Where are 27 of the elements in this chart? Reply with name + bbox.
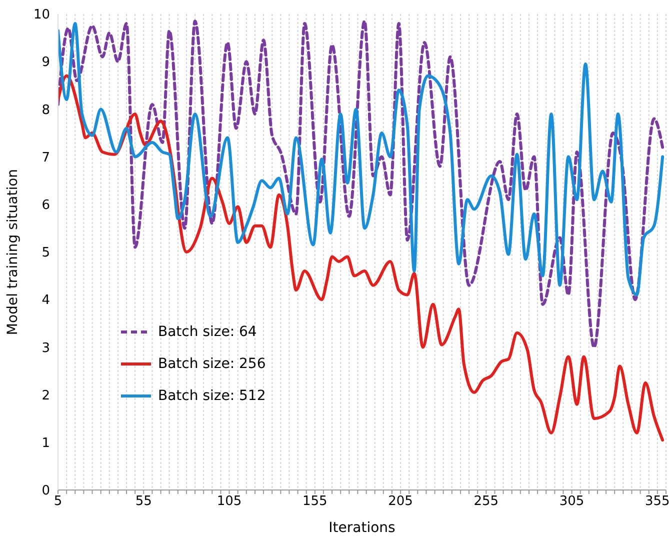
legend-label: Batch size: 256 [158,356,266,372]
y-tick-label: 9 [42,55,50,70]
x-tick-label: 205 [388,494,413,510]
x-tick-label: 255 [474,494,499,510]
y-tick-label: 6 [42,198,50,214]
legend-label: Batch size: 64 [158,324,257,340]
x-tick-label: 355 [645,494,670,510]
y-tick-label: 2 [42,388,50,404]
y-tick-label: 5 [42,246,50,261]
line-series [58,20,664,349]
y-axis-title: Model training situation [4,168,21,336]
y-tick-label: 10 [33,8,50,23]
y-tick-label: 3 [42,340,50,356]
x-tick-label: 105 [216,494,242,510]
y-tick-label: 8 [42,102,50,118]
line-series [58,22,664,296]
y-tick-label: 0 [42,484,50,499]
legend-label: Batch size: 512 [158,388,266,404]
line-series [58,74,664,442]
x-tick-label: 305 [559,494,584,510]
x-axis-title: Iterations [328,520,396,536]
y-tick-label: 7 [42,150,50,166]
x-tick-label: 55 [135,494,152,510]
y-tick-label: 4 [42,293,50,308]
y-tick-label: 1 [42,436,50,452]
x-tick-label: 5 [54,494,62,510]
x-tick-label: 155 [302,494,328,510]
